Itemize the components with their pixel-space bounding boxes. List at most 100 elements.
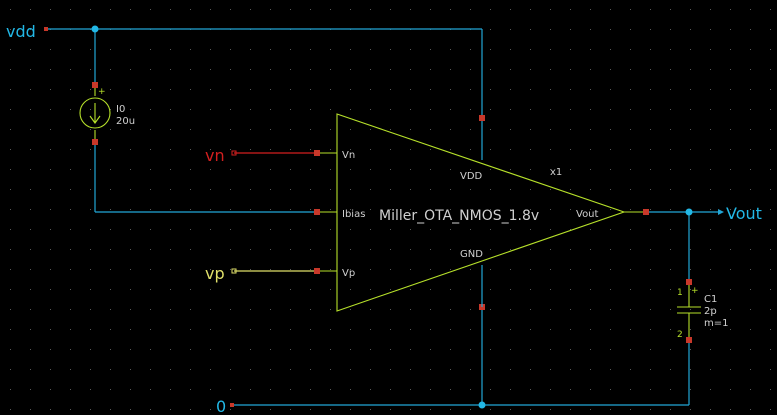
grid-dot (410, 269, 411, 270)
grid-dot (170, 329, 171, 330)
grid-dot (330, 349, 331, 350)
grid-dot (30, 389, 31, 390)
grid-dot (110, 389, 111, 390)
grid-dot (610, 189, 611, 190)
grid-dot (90, 289, 91, 290)
grid-dot (650, 329, 651, 330)
grid-dot (590, 409, 591, 410)
grid-dot (50, 169, 51, 170)
c1-mult-label: m=1 (704, 318, 728, 329)
grid-dot (50, 209, 51, 210)
grid-dot (730, 249, 731, 250)
grid-dot (470, 109, 471, 110)
ota-symbol[interactable]: Vn Ibias Vp VDD GND Vout x1 Miller_OTA_N… (314, 113, 649, 312)
grid-dot (350, 249, 351, 250)
grid-dot (470, 149, 471, 150)
c1-name-label: C1 (704, 294, 717, 305)
grid-dot (630, 289, 631, 290)
grid-dot (170, 349, 171, 350)
ota-vout-label: Vout (576, 209, 599, 220)
grid-dot (50, 49, 51, 50)
grid-dot (130, 129, 131, 130)
grid-dot (710, 109, 711, 110)
grid-dot (90, 229, 91, 230)
grid-dot (490, 309, 491, 310)
grid-dot (130, 409, 131, 410)
grid-dot (170, 189, 171, 190)
grid-dot (570, 209, 571, 210)
grid-dot (270, 69, 271, 70)
grid-dot (570, 309, 571, 310)
vout-net-label[interactable]: Vout (726, 204, 762, 223)
capacitor-c1[interactable]: 1 + 2 C1 2p m=1 (677, 279, 728, 343)
grid-dot (130, 389, 131, 390)
grid-dot (430, 69, 431, 70)
grid-dot (690, 149, 691, 150)
grid-dot (670, 229, 671, 230)
vn-net-label[interactable]: vn (205, 146, 225, 165)
grid-dot (50, 109, 51, 110)
grid-dot (630, 109, 631, 110)
grid-dot (530, 49, 531, 50)
grid-dot (90, 269, 91, 270)
grid-dot (350, 109, 351, 110)
grid-dot (150, 209, 151, 210)
grid-dot (310, 289, 311, 290)
gnd-net-label[interactable]: 0 (216, 397, 226, 415)
grid-dot (450, 349, 451, 350)
grid-dot (490, 189, 491, 190)
grid-dot (310, 329, 311, 330)
grid-dot (730, 389, 731, 390)
grid-dot (10, 309, 11, 310)
grid-dot (270, 249, 271, 250)
grid-dot (510, 89, 511, 90)
grid-dot (610, 169, 611, 170)
grid-dot (150, 389, 151, 390)
grid-dot (710, 69, 711, 70)
grid-dot (450, 69, 451, 70)
grid-dot (30, 49, 31, 50)
grid-dot (570, 9, 571, 10)
grid-dot (750, 209, 751, 210)
grid-dot (130, 369, 131, 370)
grid-dot (670, 9, 671, 10)
grid-dot (570, 69, 571, 70)
grid-dot (10, 89, 11, 90)
grid-dot (590, 169, 591, 170)
grid-dot (670, 329, 671, 330)
grid-dot (710, 209, 711, 210)
grid-dot (550, 389, 551, 390)
grid-dot (470, 329, 471, 330)
grid-dot (530, 409, 531, 410)
grid-dot (150, 169, 151, 170)
grid-dot (450, 409, 451, 410)
grid-dot (490, 269, 491, 270)
grid-dot (310, 209, 311, 210)
grid-dot (550, 29, 551, 30)
grid-dot (690, 49, 691, 50)
grid-dot (430, 249, 431, 250)
grid-dot (430, 129, 431, 130)
grid-dot (50, 329, 51, 330)
grid-dot (290, 369, 291, 370)
grid-dot (30, 69, 31, 70)
current-source-i0[interactable]: + I0 20u (79, 82, 135, 145)
grid-dot (750, 189, 751, 190)
grid-dot (230, 129, 231, 130)
grid-dot (730, 289, 731, 290)
grid-dot (630, 389, 631, 390)
grid-dot (610, 209, 611, 210)
vp-net-label[interactable]: vp (205, 264, 225, 283)
grid-dot (350, 329, 351, 330)
grid-dot (410, 289, 411, 290)
grid-dot (250, 89, 251, 90)
grid-dot (10, 9, 11, 10)
grid-dot (350, 309, 351, 310)
vdd-net-label[interactable]: vdd (6, 22, 36, 41)
grid-dot (190, 369, 191, 370)
grid-dot (490, 169, 491, 170)
grid-dot (30, 149, 31, 150)
grid-dot (190, 229, 191, 230)
grid-dot (270, 369, 271, 370)
